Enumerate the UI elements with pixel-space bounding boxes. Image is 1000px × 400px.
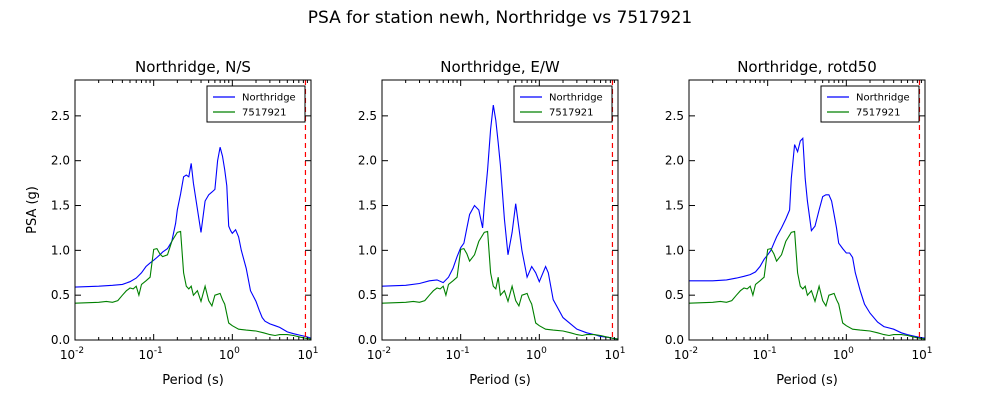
series-line-1 bbox=[382, 105, 618, 340]
x-axis-label: Period (s) bbox=[469, 373, 531, 388]
y-tick-label: 1.5 bbox=[51, 199, 70, 213]
y-axis-label: PSA (g) bbox=[25, 186, 40, 234]
y-tick-label: 2.5 bbox=[358, 109, 377, 123]
x-tick-label: 10-2 bbox=[674, 346, 698, 362]
legend-box bbox=[820, 85, 920, 123]
x-tick-label: 10-2 bbox=[60, 346, 84, 362]
y-tick-label: 1.0 bbox=[51, 243, 70, 257]
legend-label: Northridge bbox=[242, 93, 296, 104]
subplot-1: Northridge, N/S 10-2 10-1 100 101 0.0 0.5 1.0 1.… bbox=[25, 58, 319, 388]
legend: Northridge 7517921 bbox=[820, 85, 920, 123]
x-tick-label: 10-1 bbox=[446, 346, 470, 362]
legend: Northridge 7517921 bbox=[206, 85, 306, 123]
y-tick-label: 2.0 bbox=[51, 154, 70, 168]
axes-frame bbox=[688, 79, 926, 341]
y-tick-label: 2.5 bbox=[665, 109, 684, 123]
x-tick-label: 10-1 bbox=[753, 346, 777, 362]
y-tick-label: 0.0 bbox=[665, 333, 684, 347]
legend-box bbox=[206, 85, 306, 123]
subplot-title: Northridge, E/W bbox=[440, 58, 560, 76]
subplot-title: Northridge, rotd50 bbox=[737, 58, 877, 76]
axes-frame bbox=[381, 79, 619, 341]
legend-label: 7517921 bbox=[856, 108, 901, 119]
x-axis-label: Period (s) bbox=[162, 373, 224, 388]
y-tick-label: 0.0 bbox=[51, 333, 70, 347]
x-tick-label: 10-2 bbox=[367, 346, 391, 362]
series-line-1 bbox=[689, 136, 925, 339]
subplots: Northridge, N/S 10-2 10-1 100 101 0.0 0.5 1.0 1.… bbox=[25, 58, 933, 388]
x-tick-label: 100 bbox=[526, 346, 547, 362]
y-tick-label: 0.5 bbox=[51, 288, 70, 302]
legend-label: Northridge bbox=[856, 93, 910, 104]
x-tick-label: 101 bbox=[604, 346, 625, 362]
series-line-2 bbox=[75, 230, 311, 340]
x-tick-label: 100 bbox=[833, 346, 854, 362]
subplot-3: Northridge, rotd50 10-2 10-1 100 101 0.0 0.5 1.… bbox=[665, 58, 933, 388]
y-tick-label: 1.5 bbox=[358, 199, 377, 213]
x-tick-label: 101 bbox=[297, 346, 318, 362]
series-line-2 bbox=[382, 230, 618, 340]
y-tick-label: 1.5 bbox=[665, 199, 684, 213]
y-tick-label: 0.5 bbox=[358, 288, 377, 302]
legend-label: Northridge bbox=[549, 93, 603, 104]
x-tick-label: 101 bbox=[911, 346, 932, 362]
figure-title: PSA for station newh, Northridge vs 7517… bbox=[308, 8, 693, 28]
y-tick-label: 2.0 bbox=[358, 154, 377, 168]
legend: Northridge 7517921 bbox=[513, 85, 613, 123]
y-tick-label: 1.0 bbox=[665, 243, 684, 257]
y-tick-label: 0.5 bbox=[665, 288, 684, 302]
subplot-2: Northridge, E/W 10-2 10-1 100 101 0.0 0.5 1.0 1.… bbox=[358, 58, 626, 388]
x-tick-label: 10-1 bbox=[139, 346, 163, 362]
x-axis-label: Period (s) bbox=[776, 373, 838, 388]
legend-box bbox=[513, 85, 613, 123]
subplot-title: Northridge, N/S bbox=[135, 58, 251, 76]
series-line-2 bbox=[689, 230, 925, 340]
axes-frame bbox=[74, 79, 312, 341]
y-tick-label: 1.0 bbox=[358, 243, 377, 257]
y-tick-label: 2.5 bbox=[51, 109, 70, 123]
legend-label: 7517921 bbox=[549, 108, 594, 119]
legend-label: 7517921 bbox=[242, 108, 287, 119]
y-tick-label: 2.0 bbox=[665, 154, 684, 168]
series-line-1 bbox=[75, 147, 311, 339]
y-tick-label: 0.0 bbox=[358, 333, 377, 347]
x-tick-label: 100 bbox=[219, 346, 240, 362]
